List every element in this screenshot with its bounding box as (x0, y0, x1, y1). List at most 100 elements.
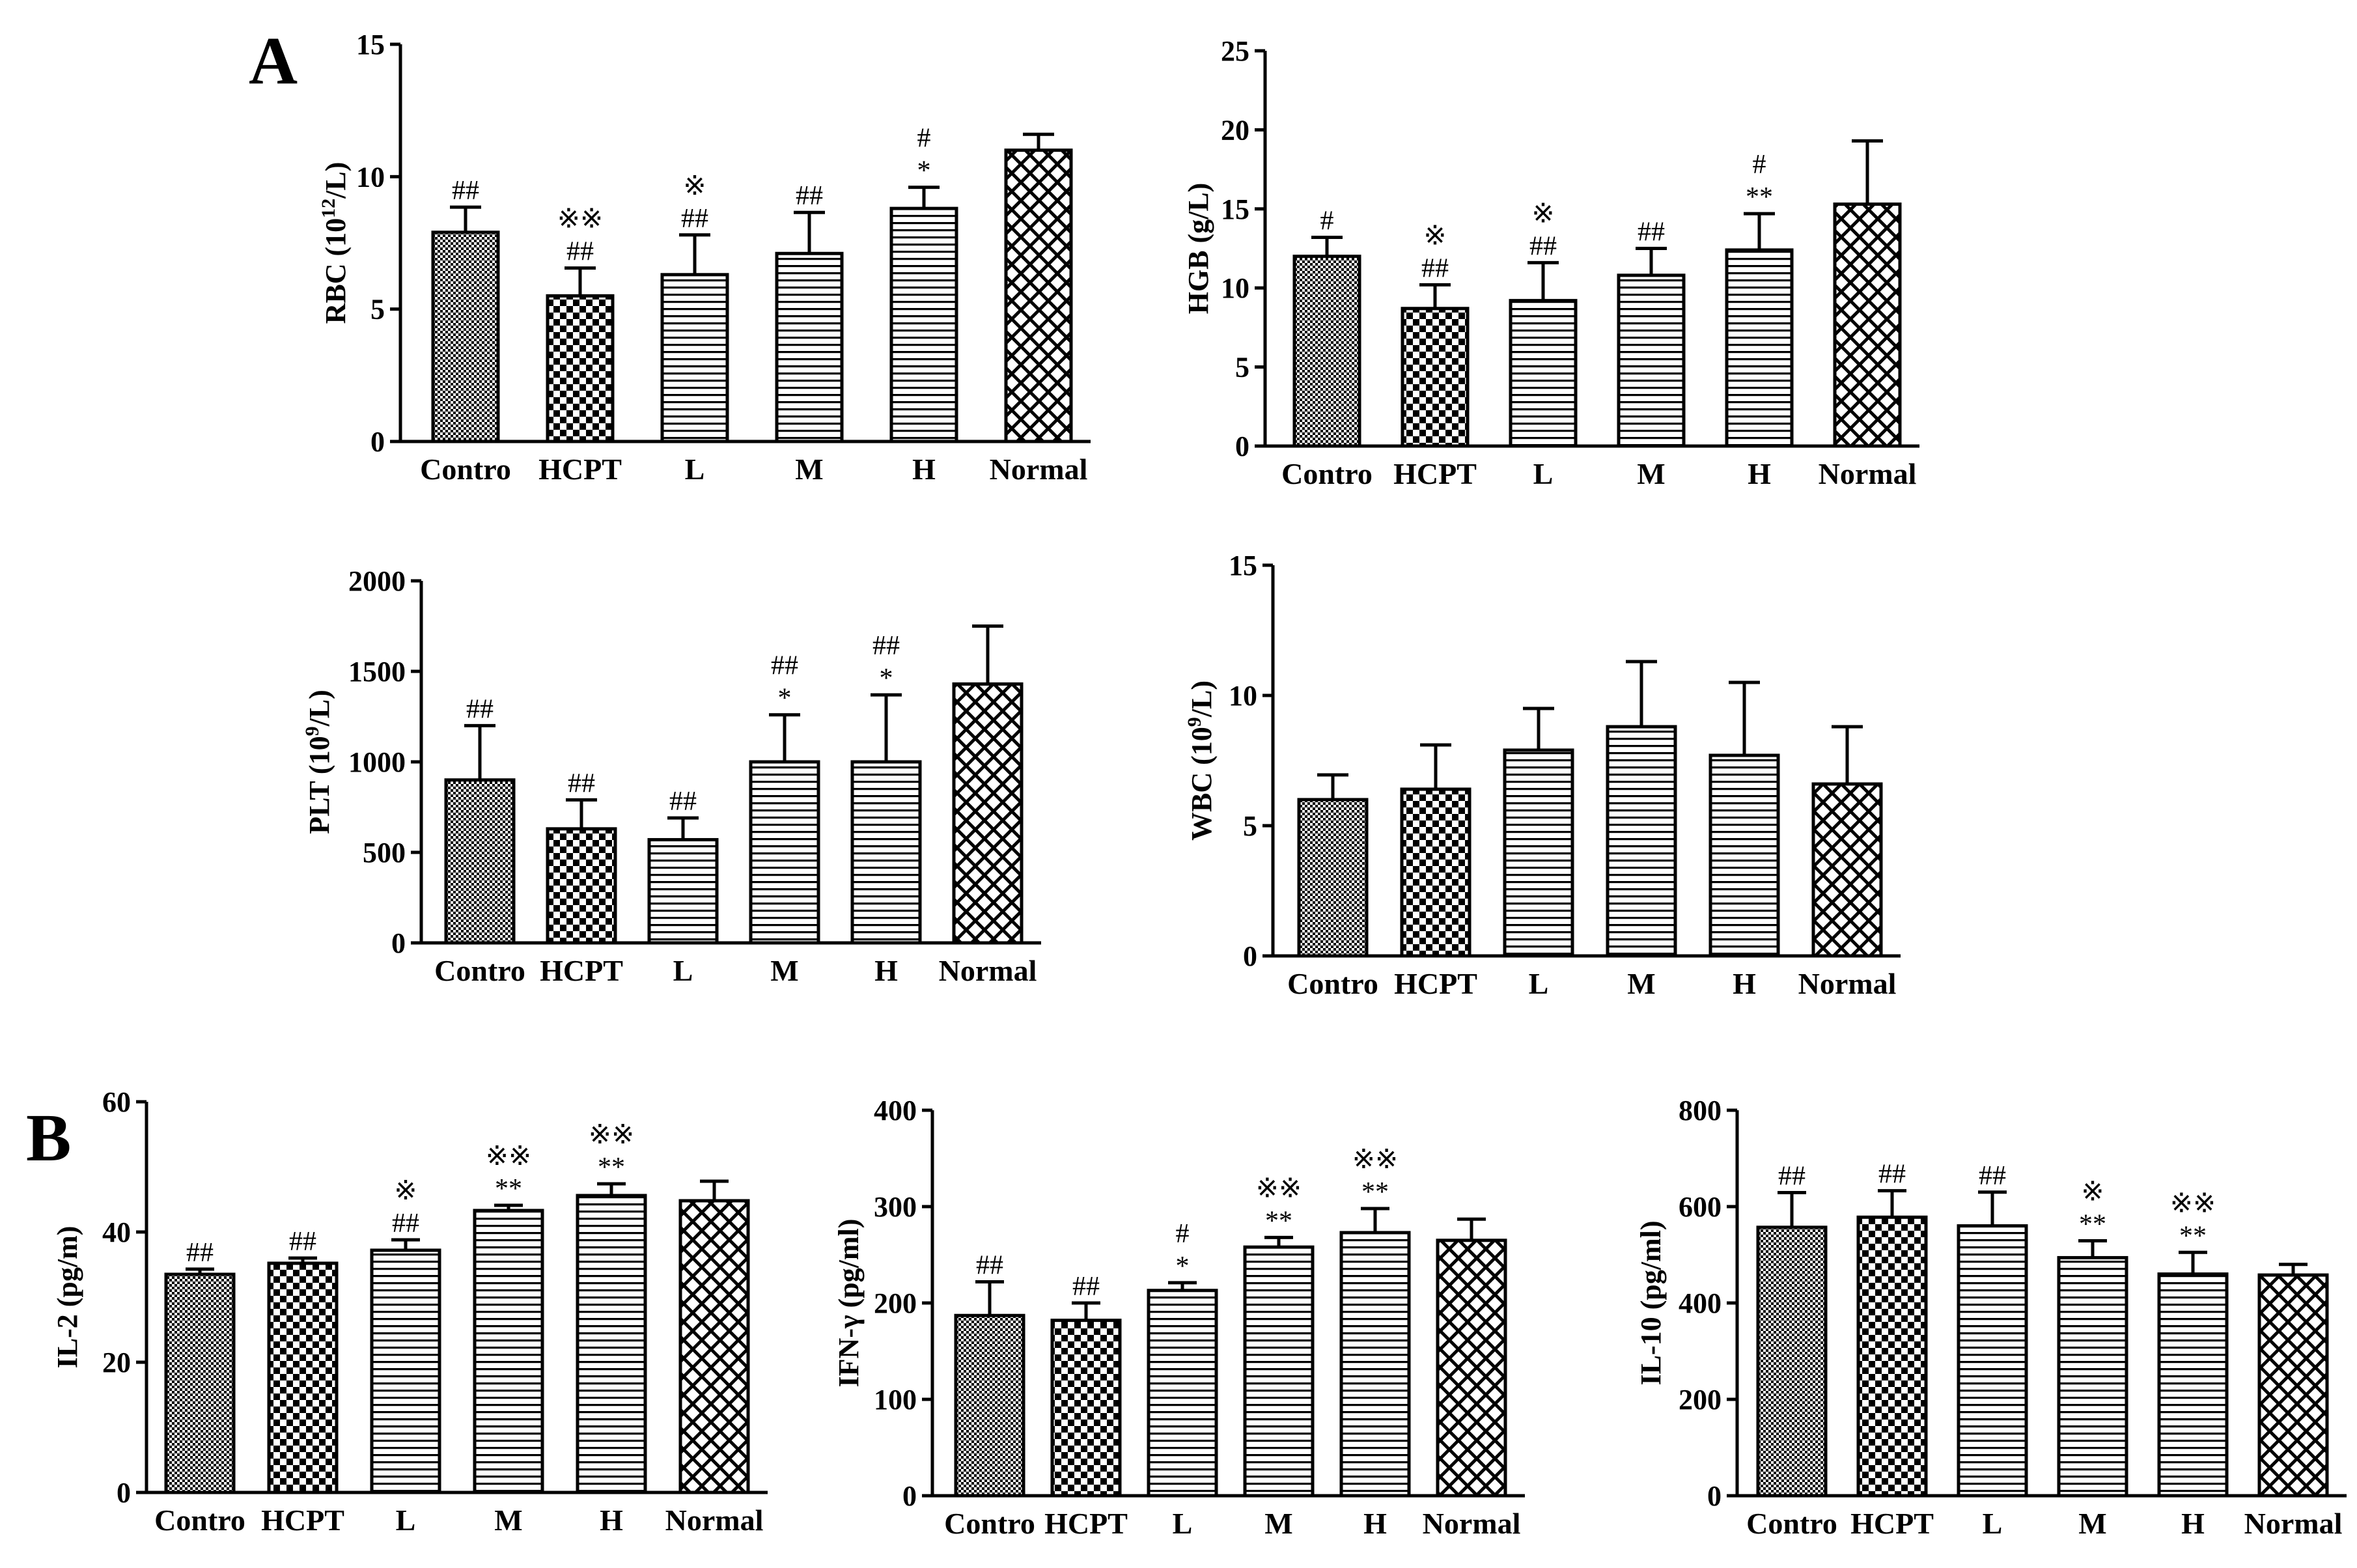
bar-h (1725, 248, 1794, 448)
y-tick-label: 0 (391, 927, 406, 959)
x-tick-label: H (912, 453, 936, 486)
y-axis-label: IFN-γ (pg/ml) (833, 1219, 865, 1388)
y-tick-label: 200 (874, 1287, 917, 1319)
significance-mark: ## (452, 176, 479, 206)
bar-l (1509, 299, 1578, 448)
bar-m (749, 760, 820, 945)
significance-mark: ## (392, 1209, 419, 1239)
y-tick-label: 25 (1221, 35, 1249, 67)
x-tick-label: Normal (665, 1504, 764, 1537)
x-tick-label: M (1627, 967, 1655, 1000)
x-tick-label: HCPT (538, 453, 622, 486)
bar-m (1243, 1245, 1315, 1498)
significance-mark: ## (1638, 217, 1665, 247)
x-tick-label: L (1533, 457, 1554, 490)
bar-normal (2257, 1273, 2329, 1498)
y-axis-label: RBC (1012/L) (318, 162, 352, 324)
x-tick-label: Contro (1746, 1507, 1837, 1540)
bar-h (2157, 1272, 2229, 1498)
bar-contro (164, 1272, 236, 1494)
bar-m (2057, 1255, 2128, 1498)
bar-l (660, 273, 729, 443)
y-tick-label: 10 (356, 161, 385, 193)
x-tick-label: L (685, 453, 705, 486)
significance-mark: * (778, 684, 792, 714)
bar-normal (1833, 203, 1902, 448)
chart-wbc-10-9-l: 0 5 10 15 WBC (109/L) Contro HCPT L M H Normal (1184, 550, 1901, 1000)
significance-mark: # (917, 124, 931, 154)
bar-contro (1292, 255, 1361, 448)
x-tick-label: Contro (944, 1507, 1035, 1540)
bar-normal (1811, 782, 1883, 958)
x-tick-label: Normal (990, 453, 1088, 486)
x-tick-label: M (1264, 1507, 1292, 1540)
y-tick-label: 1000 (348, 746, 406, 778)
significance-mark: ## (771, 651, 798, 681)
significance-mark: ## (1072, 1272, 1100, 1302)
y-tick-label: 2000 (348, 565, 406, 597)
y-tick-label: 0 (117, 1477, 131, 1509)
significance-mark: ## (1529, 231, 1557, 261)
significance-mark: ## (466, 694, 494, 724)
x-tick-label: M (494, 1504, 522, 1537)
chart-il-10-pg-ml: 0 200 400 600 800 IL-10 (pg/ml) Contro ## HCPT ##… (1635, 1095, 2347, 1540)
y-tick-label: 0 (1235, 430, 1249, 462)
significance-mark: ## (796, 181, 823, 211)
bar-hcpt (267, 1261, 339, 1494)
x-tick-label: L (1529, 967, 1549, 1000)
significance-mark: ## (568, 768, 595, 798)
x-tick-label: Contro (1281, 457, 1373, 490)
significance-mark: ## (1878, 1160, 1906, 1190)
bar-hcpt (1400, 787, 1471, 958)
x-tick-label: H (1748, 457, 1771, 490)
x-tick-label: HCPT (1393, 457, 1477, 490)
panel-label-b: B (26, 1100, 71, 1175)
significance-mark: ** (598, 1153, 625, 1183)
y-tick-label: 0 (1243, 940, 1257, 972)
y-tick-label: 60 (102, 1086, 131, 1118)
chart-plt-10-9-l: 0 500 1000 1500 2000 PLT (109/L) Contro ## HCPT #… (301, 565, 1041, 987)
significance-mark: ** (1361, 1177, 1389, 1207)
significance-mark: ※※ (1256, 1173, 1302, 1203)
y-tick-label: 400 (1679, 1287, 1722, 1319)
significance-mark: ※ (394, 1176, 417, 1206)
significance-mark: # (1753, 150, 1766, 180)
x-tick-label: L (673, 954, 693, 987)
y-tick-label: 0 (370, 426, 385, 458)
x-tick-label: L (1173, 1507, 1193, 1540)
significance-mark: ** (1746, 182, 1773, 212)
x-tick-label: HCPT (1850, 1507, 1934, 1540)
significance-mark: ## (186, 1238, 214, 1268)
bar-hcpt (1401, 307, 1470, 448)
significance-mark: * (917, 156, 931, 186)
bar-hcpt (546, 294, 615, 443)
significance-mark: ## (1778, 1162, 1806, 1192)
bar-normal (1004, 148, 1073, 443)
x-tick-label: H (1733, 967, 1756, 1000)
x-tick-label: M (1637, 457, 1665, 490)
significance-mark: ** (1265, 1206, 1292, 1236)
significance-mark: ## (669, 787, 697, 817)
panel-label-a: A (249, 23, 298, 98)
significance-mark: ※ (1423, 221, 1446, 251)
significance-mark: # (1176, 1219, 1190, 1249)
y-axis-label: PLT (109/L) (301, 690, 336, 834)
bar-l (647, 838, 719, 945)
significance-mark: ## (1979, 1161, 2006, 1191)
bar-hcpt (1856, 1215, 1928, 1498)
significance-mark: ※※ (1352, 1145, 1398, 1175)
significance-mark: ** (2079, 1210, 2106, 1240)
y-tick-label: 20 (102, 1347, 131, 1379)
y-tick-label: 200 (1679, 1384, 1722, 1416)
y-tick-label: 5 (370, 294, 385, 326)
x-tick-label: Contro (154, 1504, 245, 1537)
x-tick-label: L (1983, 1507, 2003, 1540)
significance-mark: ## (289, 1227, 316, 1257)
y-axis-label: WBC (109/L) (1184, 680, 1218, 841)
x-tick-label: M (770, 954, 798, 987)
